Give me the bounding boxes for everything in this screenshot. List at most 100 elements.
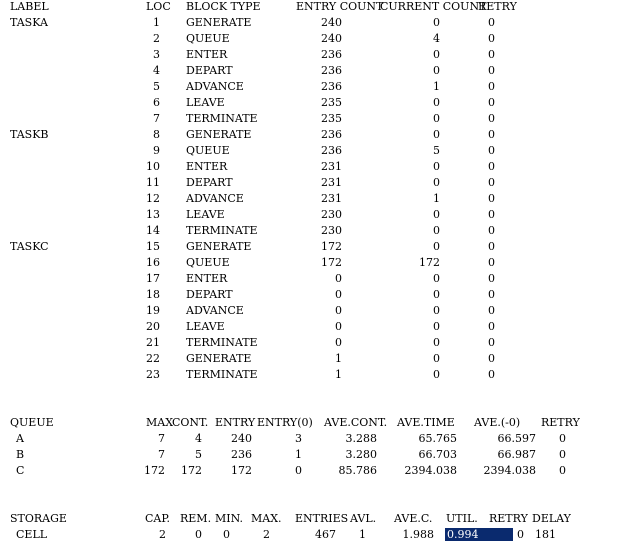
storage-name: CELL (16, 528, 48, 541)
block-retry: 0 (488, 240, 495, 253)
block-current-count: 172 (419, 256, 440, 269)
block-entry-count: 236 (321, 80, 342, 93)
storage-min: 0 (223, 528, 230, 541)
block-retry: 0 (488, 224, 495, 237)
block-loc: 18 (146, 288, 160, 301)
block-retry: 0 (488, 192, 495, 205)
block-current-count: 0 (433, 64, 440, 77)
block-loc: 20 (146, 320, 160, 333)
storage-cap: 2 (159, 528, 166, 541)
queue-cont: 172 (181, 464, 202, 477)
block-retry: 0 (488, 176, 495, 189)
block-type: ADVANCE (186, 80, 244, 93)
queue-entry0: 0 (295, 464, 302, 477)
block-type: ADVANCE (186, 192, 244, 205)
block-entry-count: 0 (335, 304, 342, 317)
block-loc: 12 (146, 192, 160, 205)
block-current-count: 0 (433, 272, 440, 285)
block-current-count: 0 (433, 368, 440, 381)
block-loc: 22 (146, 352, 160, 365)
block-loc: 10 (146, 160, 160, 173)
block-type: TERMINATE (186, 368, 258, 381)
block-retry: 0 (488, 112, 495, 125)
block-type: DEPART (186, 288, 233, 301)
block-entry-count: 230 (321, 208, 342, 221)
entry-count-header: ENTRY COUNT (296, 0, 384, 13)
block-type-header: BLOCK TYPE (186, 0, 261, 13)
label-header: LABEL (10, 0, 49, 13)
queue-entry0: 3 (295, 432, 302, 445)
block-loc: 11 (146, 176, 160, 189)
storage-header-min: MIN. (215, 512, 244, 525)
block-entry-count: 172 (321, 256, 342, 269)
block-loc: 5 (153, 80, 160, 93)
queue-header-name: QUEUE (10, 416, 54, 429)
block-type: GENERATE (186, 240, 252, 253)
block-entry-count: 0 (335, 272, 342, 285)
block-type: GENERATE (186, 16, 252, 29)
block-entry-count: 230 (321, 224, 342, 237)
block-retry: 0 (488, 368, 495, 381)
block-retry: 0 (488, 160, 495, 173)
queue-max: 172 (144, 464, 165, 477)
storage-delay: 181 (535, 528, 556, 541)
block-loc: 15 (146, 240, 160, 253)
block-type: QUEUE (186, 32, 230, 45)
queue-name: B (16, 448, 25, 461)
block-retry: 0 (488, 64, 495, 77)
block-loc: 6 (153, 96, 160, 109)
block-entry-count: 231 (321, 176, 342, 189)
block-entry-count: 231 (321, 160, 342, 173)
block-entry-count: 240 (321, 16, 342, 29)
queue-max: 7 (158, 432, 165, 445)
queue-header-entry0: ENTRY(0) (257, 416, 313, 429)
queue-name: C (16, 464, 25, 477)
current-count-header: CURRENT COUNT (380, 0, 487, 13)
block-loc: 13 (146, 208, 160, 221)
block-loc: 23 (146, 368, 160, 381)
storage-max: 2 (263, 528, 270, 541)
block-current-count: 0 (433, 16, 440, 29)
block-type: LEAVE (186, 96, 225, 109)
block-retry: 0 (488, 272, 495, 285)
queue-retry: 0 (559, 448, 566, 461)
queue-header-ave-minus0: AVE.(-0) (474, 416, 521, 429)
block-entry-count: 236 (321, 48, 342, 61)
block-retry: 0 (488, 304, 495, 317)
block-retry: 0 (488, 96, 495, 109)
storage-entries: 467 (315, 528, 336, 541)
block-loc: 1 (153, 16, 160, 29)
block-current-count: 0 (433, 224, 440, 237)
block-type: TERMINATE (186, 224, 258, 237)
storage-header-util: UTIL. (446, 512, 478, 525)
queue-header-ave-time: AVE.TIME (397, 416, 455, 429)
block-retry: 0 (488, 16, 495, 29)
block-retry: 0 (488, 144, 495, 157)
block-current-count: 1 (433, 192, 440, 205)
block-current-count: 0 (433, 208, 440, 221)
queue-header-cont: CONT. (172, 416, 209, 429)
block-current-count: 0 (433, 320, 440, 333)
storage-util-selected[interactable]: 0.994 (445, 528, 513, 541)
block-entry-count: 0 (335, 320, 342, 333)
block-loc: 21 (146, 336, 160, 349)
block-retry: 0 (488, 352, 495, 365)
block-entry-count: 235 (321, 112, 342, 125)
block-retry: 0 (488, 320, 495, 333)
storage-header-avl: AVL. (350, 512, 377, 525)
block-entry-count: 231 (321, 192, 342, 205)
queue-ave-minus0: 2394.038 (483, 464, 537, 477)
block-loc: 9 (153, 144, 160, 157)
queue-header-ave-cont: AVE.CONT. (324, 416, 388, 429)
storage-retry: 0 (517, 528, 524, 541)
loc-header: LOC (146, 0, 171, 13)
queue-entry0: 1 (295, 448, 302, 461)
block-loc: 19 (146, 304, 160, 317)
block-retry: 0 (488, 336, 495, 349)
block-loc: 17 (146, 272, 160, 285)
block-entry-count: 236 (321, 128, 342, 141)
queue-name: A (16, 432, 24, 445)
block-retry: 0 (488, 128, 495, 141)
block-type: ENTER (186, 272, 228, 285)
